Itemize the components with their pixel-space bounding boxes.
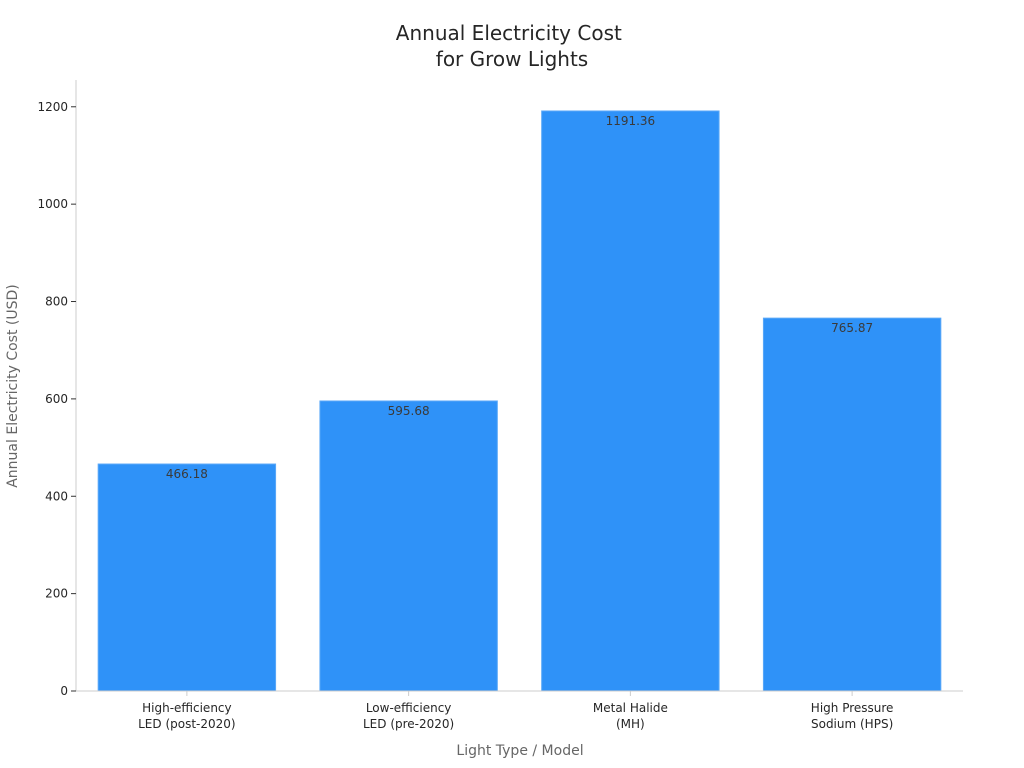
x-tick-label-1: High-efficiency LED (post-2020) [138, 701, 235, 731]
x-tick-label-3: Metal Halide (MH) [593, 701, 668, 731]
data-label-2: 595.68 [388, 404, 430, 418]
chart-title-line-1: Annual Electricity Cost [396, 21, 622, 45]
x-tick-label-2-line-1: Low-efficiency [366, 701, 452, 715]
x-axis: High-efficiency LED (post-2020) Low-effici… [76, 690, 963, 731]
y-axis-title: Annual Electricity Cost (USD) [5, 284, 21, 488]
x-tick-label-3-line-1: Metal Halide [593, 701, 668, 715]
y-tick-label-1: 0 [60, 684, 68, 698]
bar-4 [762, 317, 942, 692]
y-tick-label-7: 1200 [37, 100, 68, 114]
x-tick-label-3-line-2: (MH) [616, 717, 645, 731]
bar-2 [319, 400, 498, 692]
x-tick-label-4-line-2: Sodium (HPS) [811, 717, 893, 731]
y-tick-label-3: 400 [45, 489, 68, 503]
chart-title: Annual Electricity Cost for Grow Lights [396, 21, 628, 71]
x-tick-label-1-line-2: LED (post-2020) [138, 717, 235, 731]
x-tick-label-4-line-1: High Pressure [811, 701, 894, 715]
y-tick-label-2: 200 [45, 587, 68, 601]
bar-1 [97, 463, 277, 692]
data-label-3: 1191.36 [606, 114, 656, 128]
y-tick-label-5: 800 [45, 295, 68, 309]
chart-title-line-2: for Grow Lights [436, 47, 588, 71]
y-tick-label-4: 600 [45, 392, 68, 406]
x-tick-label-2-line-2: LED (pre-2020) [363, 717, 454, 731]
bars-group [97, 110, 942, 692]
data-label-4: 765.87 [831, 321, 873, 335]
x-axis-title: Light Type / Model [456, 743, 583, 759]
x-tick-label-4: High Pressure Sodium (HPS) [811, 701, 894, 731]
data-labels-group: 466.18 595.68 1191.36 765.87 [166, 114, 873, 481]
y-tick-label-6: 1000 [37, 197, 68, 211]
y-axis: 0 200 400 600 800 1000 1200 [37, 80, 77, 698]
x-tick-label-1-line-1: High-efficiency [142, 701, 232, 715]
bar-3 [541, 110, 720, 692]
data-label-1: 466.18 [166, 467, 208, 481]
x-tick-label-2: Low-efficiency LED (pre-2020) [363, 701, 454, 731]
